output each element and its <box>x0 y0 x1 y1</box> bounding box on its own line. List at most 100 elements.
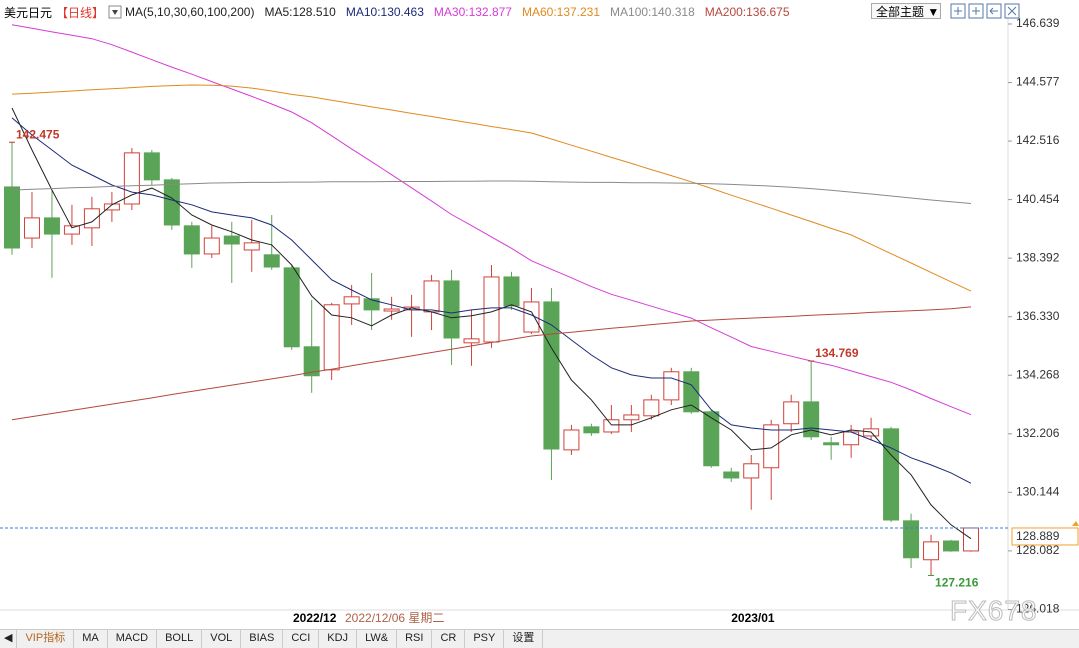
legend-entry: MA60:137.231 <box>521 5 601 19</box>
watermark: FX678 <box>950 595 1038 627</box>
candle-body <box>523 301 540 333</box>
candle-body <box>443 280 460 339</box>
cursor-label: 2022/12/06 星期二 <box>345 611 444 625</box>
indicator: MA(5,10,30,60,100,200) <box>125 5 255 19</box>
ma-line <box>11 117 972 484</box>
candle-body <box>923 541 940 561</box>
candle-body <box>583 426 600 434</box>
candle-body <box>903 520 920 559</box>
theme-button[interactable]: 全部主题 ▼ <box>871 3 941 19</box>
header: 美元日元 【日线】 MA(5,10,30,60,100,200) MA5:128… <box>0 3 800 21</box>
candle-body <box>563 429 580 451</box>
ma-line <box>11 107 972 540</box>
y-tick-label: 128.082 <box>1016 543 1060 557</box>
y-tick-label: 146.639 <box>1016 16 1060 30</box>
candle-body <box>43 217 60 235</box>
y-tick-label: 130.144 <box>1016 485 1060 499</box>
last-price-arrow <box>1072 520 1079 526</box>
candle-body <box>283 267 300 348</box>
candle-body <box>363 298 380 311</box>
y-tick-label: 134.268 <box>1016 367 1060 381</box>
toolbar-button[interactable]: BIAS <box>241 630 284 648</box>
toolbar-button[interactable]: BOLL <box>157 630 203 648</box>
candle-body <box>63 225 80 235</box>
candle-body <box>243 242 260 251</box>
candle-body <box>643 399 660 417</box>
ma-line <box>11 84 972 292</box>
ma-line <box>11 306 972 421</box>
candle-body <box>423 280 440 313</box>
candle-body <box>4 186 20 249</box>
toolbar-button[interactable]: MACD <box>108 630 158 648</box>
candle-body <box>263 254 280 268</box>
scroll-left[interactable]: ◀ <box>0 630 18 648</box>
toolbar-button[interactable]: MA <box>74 630 108 648</box>
candle-body <box>223 235 240 245</box>
last-price-box <box>1011 527 1079 546</box>
annotation-label: 142.475 <box>16 127 60 141</box>
candle-body <box>763 424 780 469</box>
toolbar-button[interactable]: CCI <box>283 630 320 648</box>
candle-body <box>143 152 160 181</box>
legend-entry: MA10:130.463 <box>345 5 424 19</box>
y-tick-label: 142.516 <box>1016 133 1060 147</box>
candle-body <box>383 308 400 312</box>
legend-entry: MA30:132.877 <box>433 5 512 19</box>
toolbar-button[interactable]: VIP指标 <box>17 630 75 648</box>
annotation-label: 134.769 <box>815 346 859 360</box>
symbol: 美元日元 <box>4 5 53 20</box>
candle-body <box>303 346 320 377</box>
chart: 2022/12 2022/12/06 星期二 146.639 144.577 142… <box>0 16 1079 625</box>
candle-body <box>503 276 520 307</box>
candle-body <box>823 442 840 446</box>
y-tick-label: 126.018 <box>1016 602 1060 616</box>
candle-body <box>83 208 100 229</box>
x-tick-label: 2022/12 <box>293 611 337 625</box>
toolbar-icons[interactable] <box>950 3 1032 19</box>
toolbar-button[interactable]: VOL <box>202 630 242 648</box>
candle-body <box>663 371 680 401</box>
y-tick-label: 138.392 <box>1016 250 1060 264</box>
candle-body <box>683 371 700 413</box>
legend-entry: MA100:140.318 <box>610 5 695 19</box>
toolbar-button[interactable]: CR <box>432 630 466 648</box>
candle-body <box>883 428 900 521</box>
candle-body <box>543 301 560 450</box>
candle-body <box>23 217 40 239</box>
toolbar-button[interactable]: 设置 <box>504 630 544 648</box>
y-tick-label: 132.206 <box>1016 426 1060 440</box>
indicator-icon[interactable] <box>108 5 122 19</box>
toolbar: ◀ VIP指标 MA MACD BOLL VOL BIAS CCI KDJ LW& RSI CR PSY… <box>0 629 1079 648</box>
candle-body <box>743 463 760 479</box>
candle-body <box>183 225 200 255</box>
candle-body <box>703 411 720 467</box>
toolbar-button[interactable]: PSY <box>465 630 505 648</box>
candle-body <box>343 296 360 305</box>
annotation-label: 127.216 <box>935 576 979 590</box>
legend-entry: MA200:136.675 <box>704 5 790 19</box>
candle-body <box>623 414 640 421</box>
theme-text: 全部主题 <box>876 5 925 19</box>
candle-body <box>463 338 480 344</box>
y-tick-label: 136.330 <box>1016 309 1060 323</box>
x-tick-label: 2023/01 <box>731 611 775 625</box>
candle-body <box>723 471 740 479</box>
ma-line <box>11 180 972 204</box>
candle-body <box>163 179 180 226</box>
candle-body <box>483 276 500 343</box>
period[interactable]: 【日线】 <box>56 5 105 20</box>
candle-body <box>943 540 960 552</box>
candle-body <box>603 419 620 433</box>
legend-entry: MA5:128.510 <box>264 5 336 19</box>
toolbar-button[interactable]: KDJ <box>319 630 358 648</box>
toolbar-button[interactable]: LW& <box>357 630 398 648</box>
candle-body <box>323 304 340 371</box>
toolbar-button[interactable]: RSI <box>397 630 433 648</box>
candle-body <box>963 527 979 552</box>
candle-body <box>103 203 120 211</box>
candle-body <box>123 152 140 205</box>
y-tick-label: 144.577 <box>1016 75 1060 89</box>
last-price-label: 128.889 <box>1016 529 1060 543</box>
y-tick-label: 140.454 <box>1016 192 1060 206</box>
